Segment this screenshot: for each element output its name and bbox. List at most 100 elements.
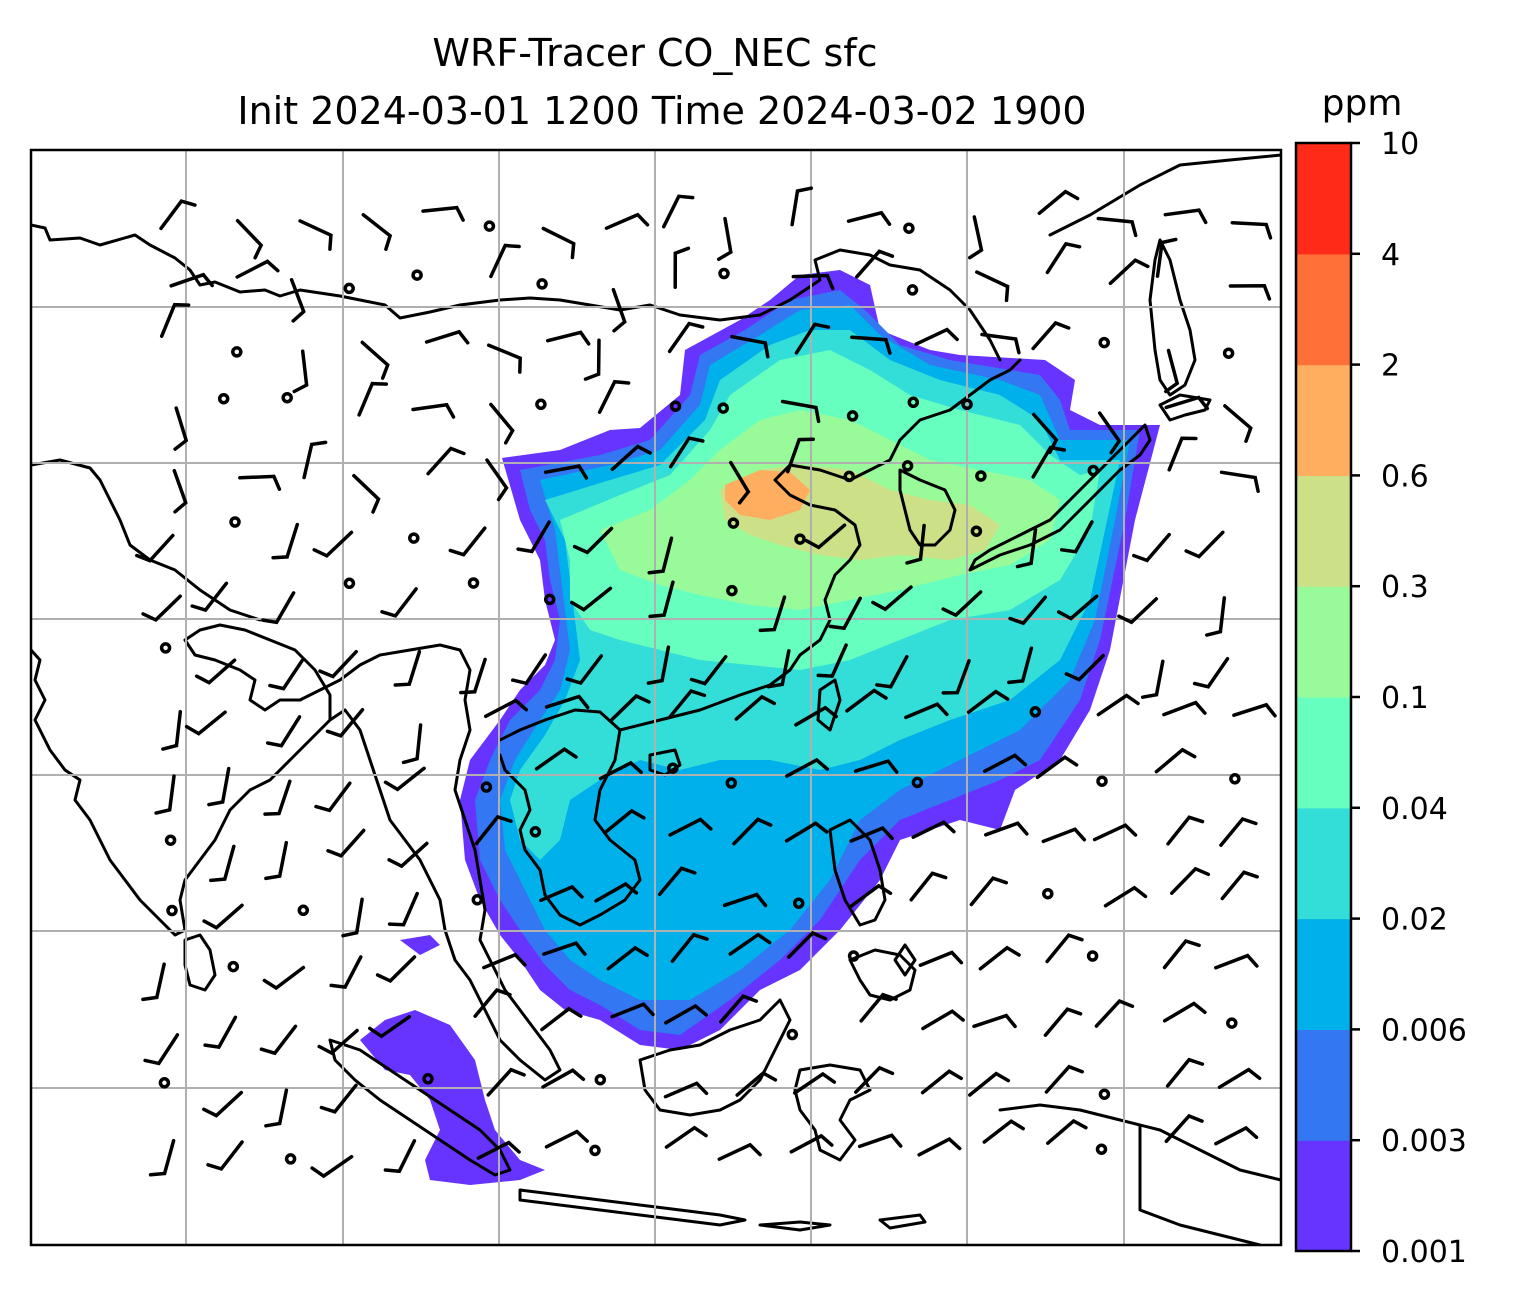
wind-barb xyxy=(143,1033,180,1066)
wind-barb xyxy=(541,1068,586,1089)
coastlines xyxy=(31,153,1281,1245)
wind-barb xyxy=(975,270,1010,303)
wind-barb xyxy=(352,473,381,514)
wind-barb xyxy=(357,381,389,417)
wind-barb xyxy=(968,1071,1011,1097)
wind-barb xyxy=(421,205,465,222)
wind-barb xyxy=(159,199,197,231)
wind-barb xyxy=(854,1065,895,1094)
wind-barb xyxy=(789,1133,834,1154)
colorbar-tick-label: 0.1 xyxy=(1381,681,1429,716)
calm-wind-circle xyxy=(231,346,243,358)
map-title: WRF-Tracer CO_NEC sfc xyxy=(432,31,877,75)
colorbar-tick-label: 2 xyxy=(1381,349,1400,384)
calm-wind-circle xyxy=(907,396,920,409)
wind-barb xyxy=(758,595,787,633)
wind-barb xyxy=(235,259,280,279)
wind-barb xyxy=(448,526,487,557)
calm-wind-circle xyxy=(480,781,493,793)
wind-barb xyxy=(473,988,512,1018)
wind-barb xyxy=(792,1071,837,1095)
colorbar-tick-label: 0.001 xyxy=(1381,1235,1467,1270)
calm-wind-circle xyxy=(483,220,496,232)
wind-barb xyxy=(135,533,175,563)
wind-barb xyxy=(292,349,309,394)
wind-barb xyxy=(325,707,365,738)
wind-barb xyxy=(329,955,363,989)
calm-wind-circle xyxy=(536,278,548,290)
wind-barb xyxy=(583,338,601,381)
coastline-borneo xyxy=(638,998,792,1117)
wind-barb xyxy=(543,464,589,480)
wind-barb xyxy=(310,1154,354,1179)
wind-barb xyxy=(1155,237,1178,278)
wind-barb xyxy=(1108,258,1150,286)
wind-barb xyxy=(1192,656,1230,689)
colorbar-swatch xyxy=(1296,1140,1351,1252)
wind-barb xyxy=(1092,823,1138,842)
wind-barb xyxy=(368,1015,412,1039)
calm-wind-circle xyxy=(1087,464,1100,477)
calm-wind-circle xyxy=(543,593,556,606)
calm-wind-circle xyxy=(901,460,914,472)
wind-barb xyxy=(202,1090,244,1118)
wind-barb xyxy=(184,710,227,736)
wind-barb xyxy=(983,753,1028,773)
wind-barb xyxy=(1097,411,1122,455)
wind-barb xyxy=(790,186,813,227)
wind-barb xyxy=(141,962,166,1002)
calm-wind-circle xyxy=(794,533,806,545)
calm-wind-circle xyxy=(961,398,973,411)
calm-wind-circle xyxy=(535,398,547,411)
wind-barb xyxy=(516,520,551,554)
colorbar: ppm 0.001 0.003 0.006 0.02 0.04 0.1 0.3 0.6 2 4 10 xyxy=(1294,83,1467,1270)
coastline-russia-far-east xyxy=(1048,153,1281,237)
calm-wind-circle xyxy=(727,517,740,529)
wind-barb xyxy=(263,779,292,816)
wind-barb xyxy=(361,213,393,251)
calm-wind-circle xyxy=(217,392,230,405)
wind-barb xyxy=(728,932,772,956)
calm-wind-circle xyxy=(726,584,738,597)
calm-wind-circle xyxy=(717,402,729,414)
calm-wind-circle xyxy=(1098,336,1110,349)
wind-barb xyxy=(606,945,649,971)
wind-barb xyxy=(383,1139,417,1174)
coastline-lesser-sunda xyxy=(758,1213,927,1232)
wind-barb xyxy=(319,1083,358,1114)
wind-barb xyxy=(603,808,646,835)
wind-barb xyxy=(206,1140,244,1171)
wind-barb xyxy=(317,1028,359,1056)
calm-wind-circle xyxy=(284,1153,297,1165)
wind-barb xyxy=(766,649,791,689)
wind-barb xyxy=(855,249,895,279)
coastline-india-west xyxy=(31,458,262,622)
wind-barb xyxy=(972,1013,1017,1029)
calm-wind-circle xyxy=(718,267,730,280)
calm-wind-circle xyxy=(725,777,738,789)
wind-barb xyxy=(657,866,697,897)
wind-barb xyxy=(1162,938,1201,970)
colorbar-swatch xyxy=(1296,1029,1351,1141)
wind-barb xyxy=(476,1140,521,1160)
calm-wind-circle xyxy=(669,400,682,412)
wind-barb xyxy=(673,246,691,289)
wind-barb xyxy=(572,526,614,555)
calm-wind-circle xyxy=(786,1028,799,1041)
wind-barb xyxy=(387,891,419,927)
colorbar-swatch xyxy=(1296,807,1351,920)
wind-barb xyxy=(264,840,289,881)
wind-barb xyxy=(853,759,899,774)
calm-wind-circle xyxy=(281,391,293,404)
calm-wind-circle xyxy=(164,834,177,846)
wind-barb xyxy=(289,278,306,323)
wind-barb xyxy=(1163,208,1208,225)
wind-barb xyxy=(489,243,521,279)
wind-barb xyxy=(646,645,671,685)
calm-wind-circle xyxy=(159,642,172,654)
wind-barb xyxy=(849,883,893,908)
wind-barb xyxy=(597,379,631,414)
wind-barb xyxy=(1214,1125,1259,1146)
wind-barb xyxy=(1220,870,1259,901)
calm-wind-circle xyxy=(1222,347,1235,359)
